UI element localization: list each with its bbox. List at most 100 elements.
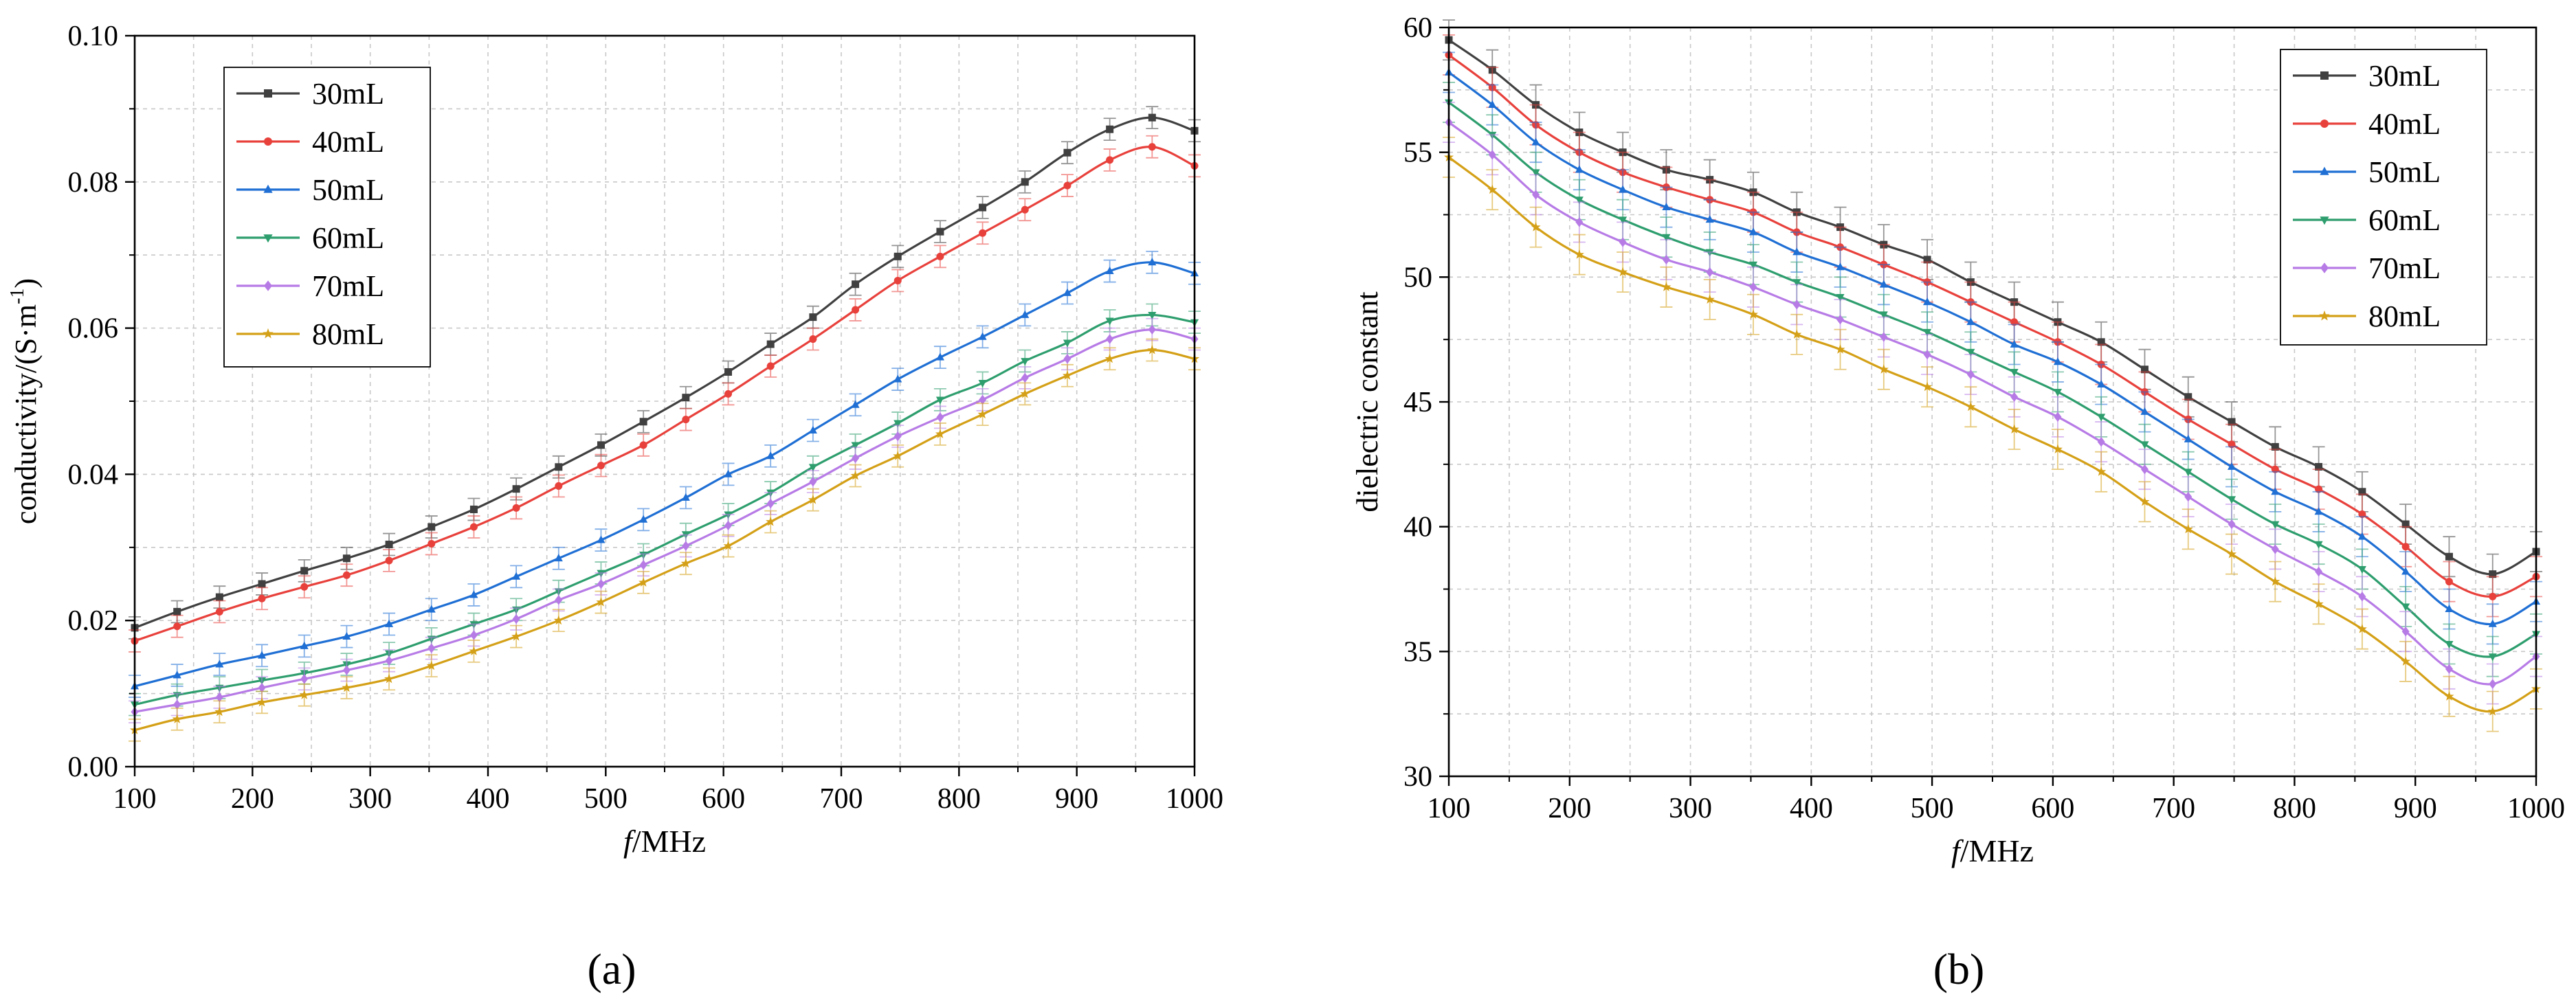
legend-item-80mL: 80mL xyxy=(2293,300,2441,333)
data-point xyxy=(2183,523,2193,534)
data-point xyxy=(2401,627,2410,637)
data-point xyxy=(639,560,647,570)
data-point xyxy=(512,572,521,580)
data-point xyxy=(979,203,987,212)
data-point xyxy=(2489,679,2497,689)
legend-item-60mL: 60mL xyxy=(2293,203,2441,237)
data-point xyxy=(1662,234,1671,242)
data-point xyxy=(936,252,944,260)
data-point xyxy=(2314,541,2323,549)
data-point xyxy=(1748,227,1758,236)
legend-marker xyxy=(2320,166,2329,175)
legend-label: 80mL xyxy=(312,317,384,351)
data-point xyxy=(300,641,309,649)
data-point xyxy=(766,498,775,509)
data-point xyxy=(2140,365,2148,374)
y-tick-label: 50 xyxy=(1403,262,1432,293)
x-tick-label: 600 xyxy=(2031,793,2074,824)
legend-marker xyxy=(2320,120,2329,128)
data-point xyxy=(469,630,478,640)
data-point xyxy=(724,368,733,376)
data-point xyxy=(385,556,393,565)
legend-marker xyxy=(263,328,274,339)
legend-label: 60mL xyxy=(2368,203,2441,237)
data-point xyxy=(427,605,436,613)
data-point xyxy=(2489,592,2497,600)
data-point xyxy=(2315,566,2323,577)
data-point xyxy=(1879,311,1888,319)
data-point xyxy=(2227,496,2236,504)
data-point xyxy=(1619,237,1627,247)
data-point xyxy=(1792,279,1801,287)
legend-label: 40mL xyxy=(2368,107,2441,141)
data-point xyxy=(2140,496,2150,506)
data-point xyxy=(2357,624,2367,633)
data-point xyxy=(2445,664,2453,674)
data-point xyxy=(682,541,690,551)
data-point xyxy=(596,597,606,607)
data-point xyxy=(893,276,902,284)
x-tick-label: 400 xyxy=(1790,793,1833,824)
x-tick-label: 700 xyxy=(820,783,863,815)
data-point xyxy=(428,523,436,531)
data-point xyxy=(300,583,309,591)
x-axis-label: f/MHz xyxy=(623,824,706,859)
data-point xyxy=(808,425,817,433)
data-point xyxy=(2271,442,2279,451)
y-axis-label-tail: ) xyxy=(9,278,43,289)
data-point xyxy=(1966,348,1975,357)
x-tick-label: 800 xyxy=(2273,793,2316,824)
data-point xyxy=(2184,393,2192,401)
data-point xyxy=(766,362,775,370)
data-point xyxy=(2358,488,2366,496)
legend-label: 60mL xyxy=(312,221,384,255)
chart-panel-b: 100 200 300 400 500 600 700 800 900 1000 30 35 40 45 5… xyxy=(1351,12,2565,993)
data-point xyxy=(1148,324,1156,335)
data-point xyxy=(2445,641,2454,649)
legend-item-50mL: 50mL xyxy=(2293,155,2441,189)
series-line-50mL xyxy=(134,261,1195,688)
data-point xyxy=(215,593,223,601)
data-point xyxy=(2097,379,2106,387)
y-axis-label-main: conductivity/(S·m xyxy=(9,304,43,524)
data-point xyxy=(511,631,522,641)
data-point xyxy=(1021,372,1029,383)
data-point xyxy=(724,469,733,477)
legend-item-30mL: 30mL xyxy=(2293,59,2441,93)
data-point xyxy=(1062,370,1073,380)
data-point xyxy=(2097,338,2105,346)
data-point xyxy=(852,453,860,464)
data-point xyxy=(512,485,520,493)
data-point xyxy=(385,541,393,549)
data-point xyxy=(2314,507,2323,515)
data-point xyxy=(2401,603,2410,611)
data-point xyxy=(724,390,733,398)
data-point xyxy=(1706,267,1714,278)
panel-label: (a) xyxy=(587,945,636,993)
legend-marker xyxy=(264,89,272,98)
data-point xyxy=(680,558,691,568)
axis-ticks: 100 200 300 400 500 600 700 800 900 1000 0.00 0.02 0… xyxy=(68,21,1224,815)
x-tick-label: 900 xyxy=(2394,793,2437,824)
data-point xyxy=(1661,282,1672,291)
data-point xyxy=(893,431,902,442)
data-point xyxy=(808,495,818,504)
data-point xyxy=(300,674,309,684)
data-point xyxy=(2401,543,2410,551)
data-point xyxy=(2054,412,2062,422)
data-point xyxy=(2010,339,2019,348)
data-point xyxy=(1063,339,1072,348)
legend: 30mL 40mL 50mL 60mL 70mL 80mL xyxy=(2280,49,2487,346)
data-point xyxy=(512,613,520,624)
legend-box xyxy=(2280,49,2487,346)
data-point xyxy=(1880,332,1888,342)
data-point xyxy=(2010,369,2019,376)
data-point xyxy=(2488,653,2497,662)
data-point xyxy=(342,554,351,563)
data-point xyxy=(1792,329,1802,339)
data-point xyxy=(1575,196,1584,205)
data-point xyxy=(639,515,648,523)
data-point xyxy=(1531,169,1540,177)
y-tick-label: 0.08 xyxy=(68,167,119,199)
